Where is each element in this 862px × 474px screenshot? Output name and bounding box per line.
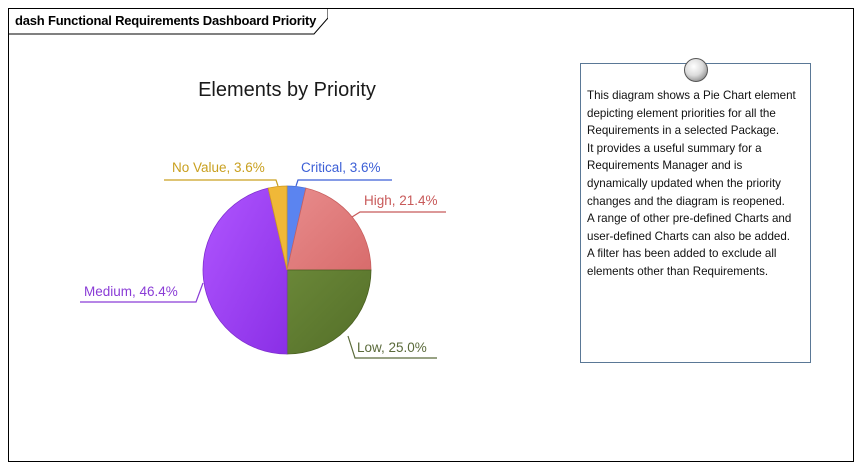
pie-label-no-value: No Value, 3.6% — [172, 160, 265, 175]
note-line: user-defined Charts can also be added. — [587, 229, 791, 243]
note-line: A filter has been added to exclude all — [587, 247, 777, 261]
note-line: A range of other pre-defined Charts and — [587, 212, 792, 226]
leader-line-no-value — [164, 179, 279, 187]
pie-slice-low[interactable] — [286, 269, 372, 355]
diagram-frame — [8, 8, 854, 462]
leader-line-medium — [80, 282, 204, 303]
note-line: This diagram shows a Pie Chart element — [587, 89, 796, 102]
note-element[interactable]: This diagram shows a Pie Chart element d… — [580, 63, 811, 363]
leader-line-critical — [295, 179, 392, 187]
leader-line-low — [347, 335, 437, 359]
note-line: It provides a useful summary for a — [587, 141, 762, 155]
note-line: Requirements Manager and is — [587, 159, 743, 173]
diagram-title: dash Functional Requirements Dashboard P… — [15, 13, 317, 28]
pie-label-high: High, 21.4% — [364, 193, 438, 208]
note-line: depicting element priorities for all the — [587, 106, 776, 120]
note-line: Requirements in a selected Package. — [587, 124, 780, 138]
note-line: dynamically updated when the priority — [587, 176, 781, 190]
pie-slice-no-value[interactable] — [267, 185, 288, 271]
pie-label-critical: Critical, 3.6% — [301, 160, 381, 175]
chart-title: Elements by Priority — [198, 79, 376, 101]
pie-slice-medium[interactable] — [202, 187, 288, 355]
frame-tab-shape — [8, 8, 328, 35]
note-line: elements other than Requirements. — [587, 264, 769, 278]
pie-slice-high[interactable] — [286, 187, 372, 271]
pie-label-medium: Medium, 46.4% — [84, 284, 178, 299]
leader-line-high — [351, 211, 446, 218]
pie-label-low: Low, 25.0% — [357, 340, 427, 355]
note-line: changes and the diagram is reopened. — [587, 194, 785, 208]
pushpin-icon — [684, 58, 708, 82]
note-text: This diagram shows a Pie Chart element d… — [587, 87, 809, 281]
